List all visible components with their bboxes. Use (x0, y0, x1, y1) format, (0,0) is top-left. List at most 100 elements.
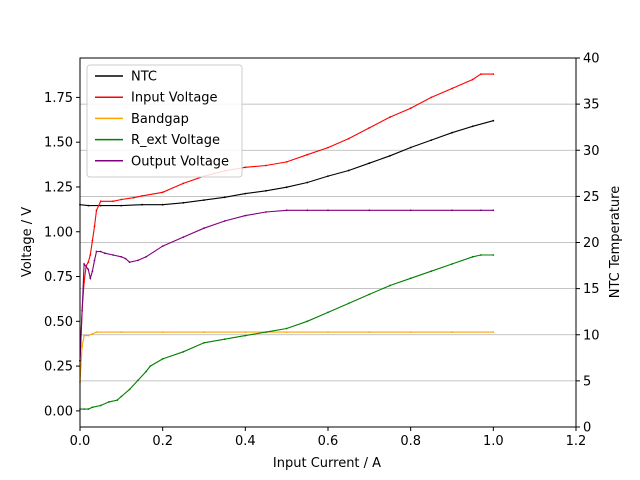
x-tick-label: 0.0 (70, 434, 91, 449)
data-point (244, 166, 247, 169)
data-point (161, 191, 164, 194)
data-point (409, 277, 412, 280)
data-point (120, 395, 123, 398)
data-point (451, 263, 453, 265)
legend-label: Input Voltage (131, 91, 218, 106)
data-point (161, 245, 164, 248)
data-point (91, 270, 94, 273)
data-point (409, 146, 412, 149)
data-point (368, 162, 371, 165)
data-point (389, 116, 391, 118)
series-points-r-ext-voltage (79, 254, 495, 410)
data-point (389, 154, 391, 157)
y-tick-label: 0.00 (44, 404, 73, 419)
data-point (389, 284, 391, 287)
data-point (91, 333, 94, 335)
y2-tick-label: 10 (583, 328, 600, 343)
data-point (137, 259, 139, 262)
data-point (141, 203, 143, 206)
data-point (430, 96, 433, 99)
series-points-ntc (79, 119, 495, 207)
data-point (492, 254, 495, 256)
data-point (99, 404, 102, 407)
data-point (99, 250, 102, 253)
y-axis-title: Voltage / V (20, 207, 35, 277)
x-axis-title: Input Current / A (273, 456, 381, 471)
data-point (347, 302, 350, 305)
data-point (409, 331, 412, 333)
data-point (145, 255, 148, 258)
data-point (285, 327, 288, 330)
series-line-output-voltage (79, 209, 494, 361)
data-point (480, 73, 482, 75)
data-point (103, 252, 106, 255)
y2-tick-label: 35 (583, 98, 600, 113)
data-point (306, 320, 309, 323)
data-point (120, 198, 123, 201)
data-point (492, 73, 495, 75)
data-point (87, 408, 90, 410)
data-point (244, 334, 247, 337)
data-point (112, 254, 114, 256)
data-point (128, 388, 131, 391)
y-axis-ticks: 0.00 0.25 0.50 0.75 1.00 1.25 1.50 1.75 (44, 91, 80, 419)
data-point (116, 399, 119, 401)
y-tick-label: 1.00 (44, 225, 73, 240)
data-point (182, 350, 185, 353)
data-point (492, 209, 495, 212)
data-point (87, 268, 90, 271)
legend-label: NTC (131, 70, 157, 85)
x-tick-label: 0.4 (235, 434, 256, 449)
data-point (95, 250, 98, 253)
series-line-bandgap (79, 331, 494, 383)
data-point (347, 137, 350, 140)
series-layer (79, 73, 495, 410)
data-point (327, 331, 329, 333)
y2-axis-title: NTC Temperature (608, 186, 623, 298)
data-point (203, 199, 205, 202)
data-point (120, 204, 123, 207)
data-point (87, 204, 90, 207)
data-point (244, 192, 247, 195)
data-point (480, 209, 482, 212)
data-point (451, 331, 453, 333)
data-point (244, 331, 247, 333)
data-point (285, 331, 288, 333)
x-tick-label: 0.8 (400, 434, 421, 449)
data-point (430, 270, 433, 273)
data-point (182, 182, 185, 185)
data-point (141, 195, 143, 197)
legend: NTC Input Voltage Bandgap R_ext Voltage Outp… (86, 64, 243, 178)
data-point (182, 201, 185, 204)
data-point (368, 209, 371, 212)
data-point (91, 239, 94, 242)
data-point (120, 255, 123, 258)
series-line-ntc (79, 120, 494, 207)
data-point (368, 293, 371, 296)
data-point (99, 200, 102, 203)
data-point (182, 236, 185, 239)
data-point (124, 257, 127, 260)
data-point (145, 370, 148, 373)
data-point (89, 277, 92, 280)
legend-label: R_ext Voltage (131, 133, 220, 148)
y-tick-label: 0.25 (44, 360, 73, 375)
data-point (471, 125, 474, 128)
y2-tick-label: 0 (583, 421, 591, 436)
data-point (347, 169, 350, 172)
y2-axis-ticks: 0 5 10 15 20 25 30 35 40 (576, 52, 600, 436)
data-point (161, 331, 164, 333)
y-tick-label: 0.50 (44, 315, 73, 330)
y2-tick-label: 5 (583, 374, 591, 389)
data-point (112, 200, 114, 203)
data-point (265, 331, 267, 333)
data-point (203, 331, 205, 333)
data-point (368, 331, 371, 333)
data-point (149, 365, 152, 367)
data-point (327, 175, 329, 178)
x-tick-label: 1.2 (566, 434, 587, 449)
data-point (285, 161, 288, 163)
data-point (87, 261, 90, 264)
data-point (95, 331, 98, 333)
x-tick-label: 0.2 (152, 434, 173, 449)
